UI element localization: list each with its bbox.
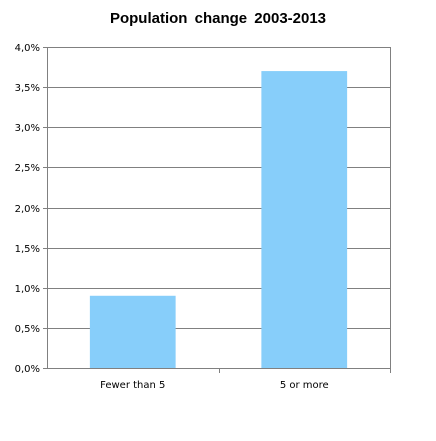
- y-tick-label: 0,0%: [15, 364, 40, 375]
- y-tick-label: 1,5%: [15, 244, 40, 255]
- y-tick-labels: 0,0% 0,5% 1,0% 1,5% 2,0% 2,5% 3,0% 3,5% 4,0%: [15, 43, 40, 375]
- y-tick-label: 3,0%: [15, 123, 40, 134]
- y-tick-label: 1,0%: [15, 284, 40, 295]
- bar: [261, 71, 348, 368]
- x-tick-labels: Fewer than 5 5 or more: [100, 380, 329, 391]
- y-tick-label: 4,0%: [15, 43, 40, 54]
- x-tick-label: Fewer than 5: [100, 380, 165, 391]
- y-tick-label: 0,5%: [15, 324, 40, 335]
- axes: [43, 47, 391, 373]
- x-tick-label: 5 or more: [280, 380, 329, 391]
- bar: [89, 295, 176, 368]
- chart-title: Population change 2003-2013: [109, 10, 327, 27]
- bars: [89, 71, 348, 368]
- y-tick-label: 2,5%: [15, 163, 40, 174]
- y-tick-label: 3,5%: [15, 83, 40, 94]
- y-tick-label: 2,0%: [15, 204, 40, 215]
